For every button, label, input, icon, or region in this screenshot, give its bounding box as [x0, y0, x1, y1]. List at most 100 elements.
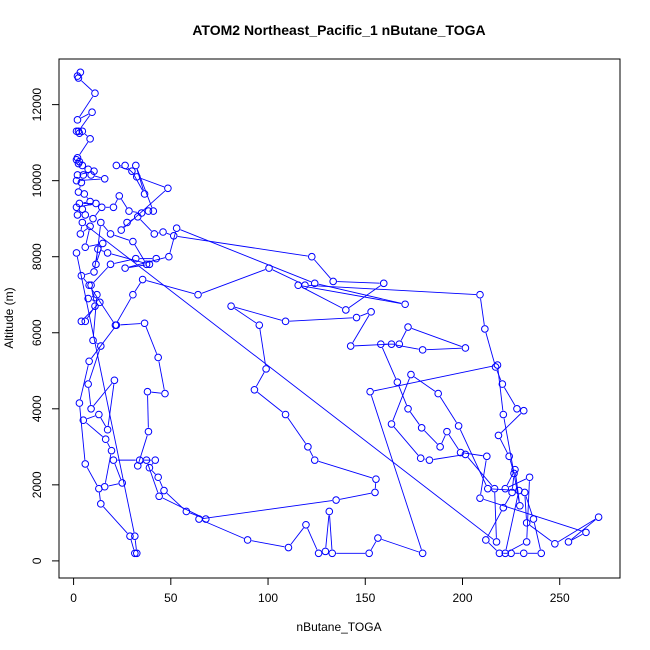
series-segment [88, 388, 92, 405]
series-segment [93, 266, 109, 283]
data-point [84, 294, 92, 303]
data-point [91, 89, 99, 98]
data-point [501, 549, 510, 558]
data-point [594, 513, 603, 521]
data-point [325, 507, 334, 516]
series-segment [501, 413, 522, 433]
series-segment [400, 330, 407, 341]
series-segment [114, 463, 122, 480]
data-point [154, 353, 162, 362]
series-segment [352, 315, 370, 343]
data-point [97, 342, 105, 350]
series-segment [177, 235, 308, 257]
series-segment [392, 378, 410, 421]
series-segment [114, 259, 133, 264]
data-point [140, 319, 149, 328]
data-point [243, 536, 252, 544]
data-point [513, 405, 521, 413]
x-tick-label: 150 [355, 591, 375, 605]
data-point [417, 424, 426, 432]
series-segment [103, 225, 109, 232]
data-point [131, 532, 139, 540]
data-point [93, 290, 101, 299]
series-layer [72, 68, 603, 558]
data-point [332, 496, 340, 504]
data-point [172, 224, 181, 232]
series-segment [120, 323, 141, 326]
series-segment [488, 542, 497, 551]
data-point [202, 515, 210, 523]
series-segment [166, 232, 171, 235]
x-tick-label: 250 [550, 591, 570, 605]
series-segment [339, 492, 372, 500]
series-segment [86, 415, 96, 420]
data-point [262, 365, 270, 373]
data-point [160, 486, 168, 495]
series-segment [132, 211, 138, 213]
series-segment [497, 368, 504, 411]
series-segment [499, 438, 508, 453]
series-segment [101, 250, 105, 252]
y-tick-label: 8000 [30, 243, 44, 270]
data-point [302, 520, 310, 529]
data-point [138, 275, 147, 284]
series-segment [370, 541, 377, 551]
series-segment [395, 344, 419, 350]
data-point [112, 321, 121, 329]
data-point [265, 264, 273, 272]
series-segment [85, 272, 91, 276]
data-point [418, 549, 427, 558]
series-segment [147, 395, 149, 428]
data-point [416, 454, 425, 463]
data-point [77, 271, 86, 280]
data-point [418, 346, 427, 354]
series-segment [272, 269, 302, 284]
data-point [522, 538, 531, 546]
data-point [393, 378, 402, 386]
data-point [461, 450, 470, 459]
series-segment [287, 417, 306, 444]
data-point [434, 389, 442, 398]
series-segment [89, 243, 99, 247]
series-segment [114, 199, 118, 204]
series-segment [526, 481, 530, 538]
data-point [78, 127, 87, 136]
series-segment [79, 365, 89, 400]
series-segment [370, 395, 422, 550]
data-point [379, 279, 388, 288]
series-segment [98, 492, 101, 500]
x-tick-label: 100 [258, 591, 278, 605]
data-point [73, 211, 82, 219]
data-point [329, 277, 337, 286]
data-point [154, 473, 162, 482]
data-point [84, 380, 92, 388]
data-point [352, 313, 361, 322]
data-point [101, 435, 110, 444]
series-segment [309, 450, 314, 457]
series-segment [83, 228, 88, 232]
series-segment [433, 454, 462, 460]
data-point [125, 207, 133, 215]
series-segment [413, 376, 436, 392]
data-point [89, 214, 97, 223]
series-segment [459, 429, 487, 486]
data-point [123, 218, 131, 227]
series-segment [439, 396, 457, 423]
data-point [133, 462, 142, 470]
series-segment [79, 141, 89, 155]
series-segment [558, 518, 596, 543]
data-point [73, 116, 82, 124]
series-segment [201, 269, 266, 294]
data-point [510, 469, 518, 478]
data-point [74, 74, 83, 82]
data-point [492, 538, 501, 546]
series-segment [508, 478, 527, 488]
data-point [81, 460, 90, 468]
data-point [365, 549, 373, 558]
series-segment [485, 332, 495, 364]
data-point [307, 252, 316, 261]
series-segment [506, 472, 514, 486]
